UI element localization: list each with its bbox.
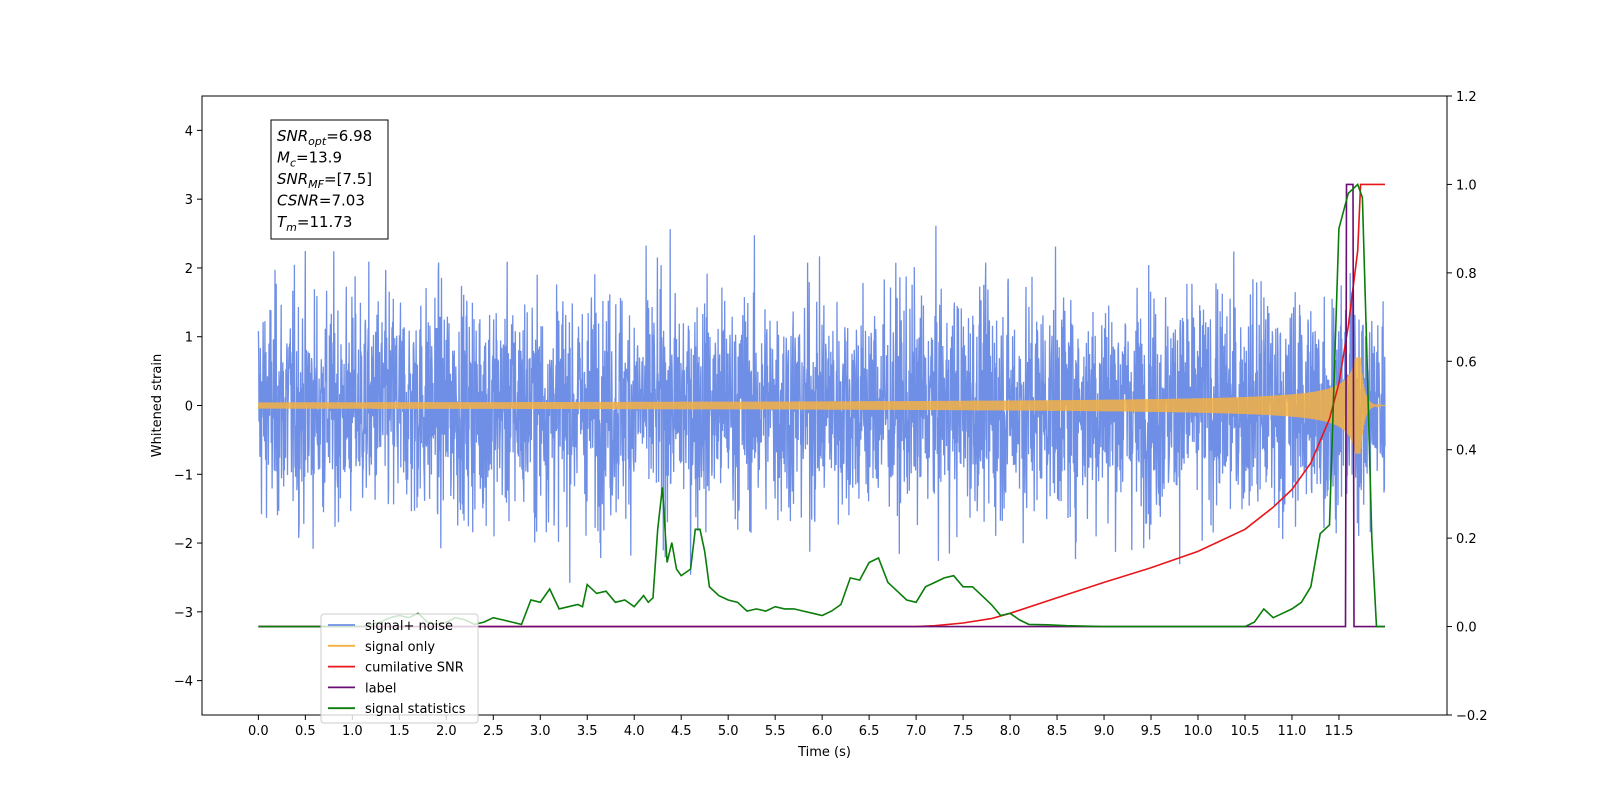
- annotation-line: SNRopt=6.98: [277, 127, 372, 148]
- y2-tick-label: 1.0: [1456, 178, 1477, 193]
- annotation-value: =[7.5]: [324, 170, 372, 188]
- y-tick-label: 1: [185, 331, 193, 346]
- y-tick-label: 2: [185, 262, 193, 277]
- x-tick-label: 11.5: [1324, 724, 1353, 739]
- x-tick-label: 10.0: [1184, 724, 1213, 739]
- annotation-line: Tm=11.73: [277, 213, 352, 234]
- annotation-value: =6.98: [326, 127, 372, 145]
- y2-tick-label: 0.8: [1456, 267, 1477, 282]
- signal-statistics-line: [258, 182, 1385, 628]
- annotation-subscript: c: [290, 157, 296, 170]
- y2-tick-label: 1.2: [1456, 90, 1477, 105]
- annotation-base: SNR: [277, 170, 308, 188]
- annotation-value: =7.03: [319, 192, 365, 210]
- x-tick-label: 1.5: [389, 724, 410, 739]
- x-tick-label: 1.0: [342, 724, 363, 739]
- annotation-base: SNR: [277, 127, 308, 145]
- y-tick-label: 0: [185, 400, 193, 415]
- annotation-base: CSNR: [277, 192, 319, 210]
- x-tick-label: 2.0: [436, 724, 457, 739]
- x-tick-label: 0.5: [295, 724, 316, 739]
- x-tick-label: 6.0: [812, 724, 833, 739]
- x-tick-label: 8.0: [1000, 724, 1021, 739]
- x-axis: 0.0 0.5 1.0 1.5 2.0 2.5 3.0 3.5 4.0 4.5 5.0 5.5 6.0 6…: [248, 715, 1353, 739]
- x-tick-label: 9.5: [1141, 724, 1162, 739]
- y-tick-label: −2: [174, 537, 193, 552]
- x-tick-label: 10.5: [1231, 724, 1260, 739]
- x-tick-label: 5.0: [718, 724, 739, 739]
- x-tick-label: 2.5: [483, 724, 504, 739]
- x-tick-label: 7.0: [906, 724, 927, 739]
- y-tick-label: −1: [174, 468, 193, 483]
- annotation-subscript: m: [286, 221, 297, 234]
- y-axis-right: 1.2 1.0 0.8 0.6 0.4 0.2 0.0 −0.2: [1447, 90, 1488, 724]
- legend: signal+ noise signal only cumilative SNR la…: [320, 613, 479, 724]
- x-tick-label: 5.5: [765, 724, 786, 739]
- x-tick-label: 0.0: [248, 724, 269, 739]
- x-tick-label: 4.0: [624, 724, 645, 739]
- legend-entry-cumilative-snr: cumilative SNR: [365, 661, 464, 676]
- y2-tick-label: −0.2: [1456, 709, 1488, 724]
- y-axis-label: Whitened strain: [150, 354, 165, 457]
- x-tick-label: 3.5: [577, 724, 598, 739]
- legend-frame: [320, 613, 479, 724]
- x-tick-label: 7.5: [953, 724, 974, 739]
- signal-noise-line: [257, 225, 1386, 583]
- annotation-subscript: opt: [308, 135, 327, 148]
- annotation-base: T: [277, 213, 288, 231]
- annotation-subscript: MF: [308, 178, 324, 191]
- x-tick-label: 6.5: [859, 724, 880, 739]
- x-tick-label: 4.5: [671, 724, 692, 739]
- signal-only-line: [257, 357, 1386, 454]
- x-tick-label: 3.0: [530, 724, 551, 739]
- y-tick-label: −4: [174, 675, 193, 690]
- annotation-line: Mc=13.9: [277, 149, 342, 170]
- annotation-value: =13.9: [296, 149, 342, 167]
- y2-tick-label: 0.2: [1456, 532, 1477, 547]
- annotation-value: =11.73: [297, 213, 353, 231]
- label-line: [258, 183, 1385, 628]
- y-tick-label: −3: [174, 606, 193, 621]
- x-axis-label: Time (s): [797, 745, 851, 760]
- y2-tick-label: 0.4: [1456, 444, 1477, 459]
- legend-entry-signal-statistics: signal statistics: [365, 702, 466, 717]
- annotation-line: CSNR=7.03: [277, 192, 365, 210]
- annotation-base: M: [277, 149, 290, 167]
- y-tick-label: 3: [185, 193, 193, 208]
- x-tick-label: 9.0: [1094, 724, 1115, 739]
- annotation-box: SNRopt=6.98Mc=13.9SNRMF=[7.5]CSNR=7.03Tm…: [270, 119, 389, 240]
- series-layer: [257, 182, 1386, 628]
- legend-entry-signal-only: signal only: [365, 640, 435, 655]
- y-tick-label: 4: [185, 124, 193, 139]
- x-tick-label: 8.5: [1047, 724, 1068, 739]
- legend-entry-label: label: [365, 681, 396, 696]
- x-tick-label: 11.0: [1277, 724, 1306, 739]
- y-axis-left: 4 3 2 1 0 −1 −2 −3 −4: [174, 124, 202, 690]
- annotation-line: SNRMF=[7.5]: [277, 170, 372, 191]
- annotation-frame: [270, 119, 389, 240]
- y2-tick-label: 0.0: [1456, 621, 1477, 636]
- y2-tick-label: 0.6: [1456, 355, 1477, 370]
- legend-entry-signal-noise: signal+ noise: [365, 619, 453, 634]
